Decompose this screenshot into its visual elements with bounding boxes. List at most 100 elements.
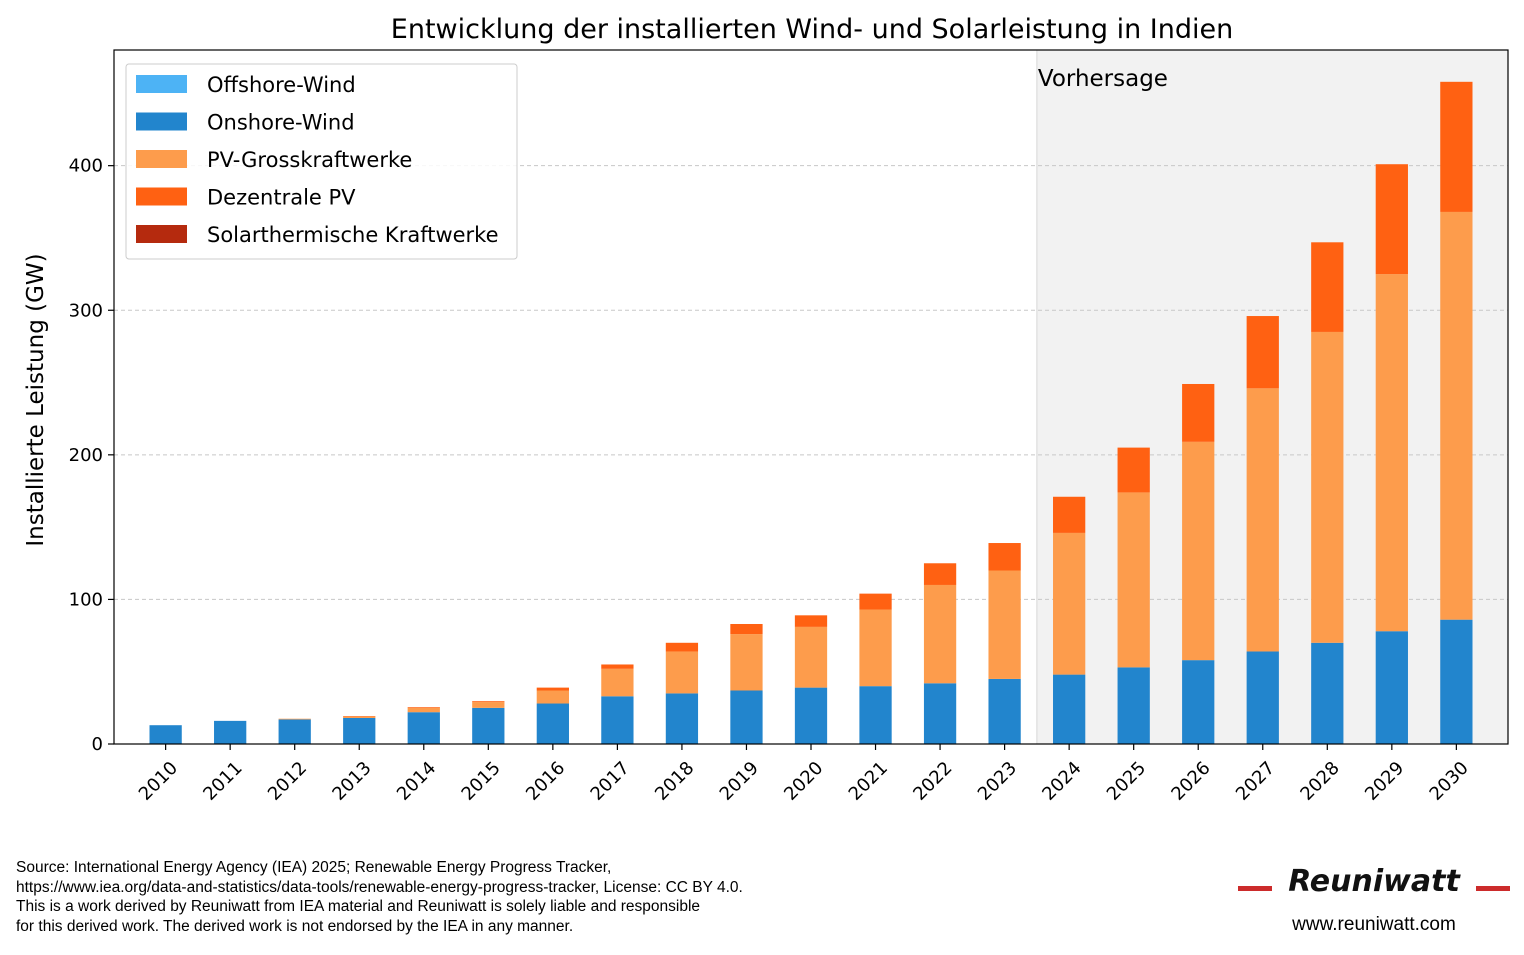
brand-name: Reuniwatt: [1288, 864, 1460, 899]
legend-label: PV-Grosskraftwerke: [207, 148, 412, 172]
bar-segment: [1182, 441, 1215, 661]
bar-segment: [343, 717, 376, 744]
x-tick-label: 2020: [780, 758, 827, 805]
bar-segment: [923, 584, 957, 684]
bar-segment: [343, 716, 376, 718]
legend-swatch: [136, 75, 187, 93]
y-tick-label: 400: [69, 156, 103, 177]
legend-label: Onshore-Wind: [207, 111, 355, 135]
y-axis-label: Installierte Leistung (GW): [23, 253, 49, 546]
y-axis: 0 100 200 300 400: [69, 156, 114, 755]
x-tick-label: 2021: [845, 758, 892, 805]
brand-line-left: [1238, 886, 1272, 891]
source-note: Source: International Energy Agency (IEA…: [16, 858, 1016, 936]
bar-segment: [536, 690, 569, 704]
bar-segment: [472, 701, 505, 703]
x-tick-label: 2023: [974, 758, 1021, 805]
bar-segment: [1440, 619, 1473, 744]
bar-segment: [407, 707, 440, 713]
y-tick-label: 300: [69, 300, 103, 321]
bar-segment: [536, 687, 569, 691]
legend-swatch: [136, 150, 187, 168]
bar-segment: [1053, 496, 1086, 533]
bar-segment: [601, 664, 634, 669]
bar-segment: [859, 609, 892, 687]
x-tick-label: 2028: [1296, 758, 1343, 805]
x-tick-label: 2017: [587, 758, 634, 805]
bar-segment: [1053, 674, 1086, 744]
bar-segment: [214, 720, 247, 744]
legend: Offshore-Wind Onshore-Wind PV-Grosskraftwe…: [125, 63, 518, 260]
y-tick-label: 200: [69, 445, 103, 466]
x-tick-label: 2027: [1232, 758, 1279, 805]
y-tick-label: 100: [69, 589, 103, 610]
bar-segment: [1182, 383, 1215, 442]
brand-logo: Reuniwatt www.reuniwatt.com: [1238, 862, 1510, 942]
bar-segment: [923, 683, 957, 744]
x-tick-label: 2029: [1361, 758, 1408, 805]
bar-segment: [665, 651, 699, 694]
x-tick-label: 2010: [135, 758, 182, 805]
bar-segment: [859, 593, 892, 610]
y-tick-label: 0: [92, 734, 103, 755]
x-tick-label: 2011: [199, 758, 246, 805]
bar-segment: [1117, 492, 1150, 668]
legend-label: Offshore-Wind: [207, 73, 356, 97]
bar-segment: [1440, 81, 1473, 212]
bar-segment: [988, 570, 1021, 679]
bar-segment: [1311, 331, 1344, 643]
bar-segment: [794, 687, 828, 744]
x-tick-label: 2022: [909, 758, 956, 805]
bar-segment: [1246, 651, 1279, 744]
legend-swatch: [136, 225, 187, 243]
x-tick-label: 2019: [716, 758, 763, 805]
bar-segment: [730, 690, 763, 744]
bars: [149, 81, 1473, 744]
bar-segment: [794, 626, 828, 688]
x-tick-label: 2018: [651, 758, 698, 805]
bar-segment: [407, 712, 440, 744]
x-tick-label: 2015: [458, 758, 505, 805]
bar-segment: [601, 668, 634, 697]
x-tick-label: 2013: [328, 758, 375, 805]
forecast-label: Vorhersage: [1038, 66, 1168, 92]
bar-segment: [859, 686, 892, 744]
bar-segment: [1182, 660, 1215, 744]
bar-segment: [536, 703, 569, 744]
source-line: https://www.iea.org/data-and-statistics/…: [16, 878, 743, 896]
bar-segment: [665, 693, 699, 744]
source-line: This is a work derived by Reuniwatt from…: [16, 898, 701, 915]
x-axis: 2010 2011 2012 2013 2014 2015 2016 2017 2018 2019…: [135, 744, 1473, 805]
bar-segment: [988, 543, 1021, 571]
brand-line-right: [1476, 886, 1510, 891]
bar-segment: [1246, 388, 1279, 652]
bar-segment: [1375, 164, 1408, 275]
legend-swatch: [136, 187, 187, 206]
bar-segment: [1117, 447, 1150, 493]
bar-segment: [1117, 667, 1150, 744]
legend-box: [125, 63, 518, 260]
brand-url: www.reuniwatt.com: [1292, 914, 1456, 935]
bar-segment: [1311, 242, 1344, 332]
x-tick-label: 2014: [393, 758, 440, 805]
x-tick-label: 2026: [1167, 758, 1214, 805]
bar-segment: [472, 707, 505, 744]
bar-segment: [988, 678, 1021, 744]
bar-segment: [730, 634, 763, 691]
legend-label: Dezentrale PV: [207, 186, 356, 210]
bar-segment: [278, 718, 311, 720]
bar-segment: [1053, 532, 1086, 675]
bar-segment: [923, 563, 957, 585]
bar-segment: [1375, 274, 1408, 632]
chart-title: Entwicklung der installierten Wind- und …: [391, 14, 1233, 45]
legend-label: Solarthermische Kraftwerke: [207, 223, 499, 247]
bar-segment: [1246, 316, 1279, 389]
x-tick-label: 2025: [1103, 758, 1150, 805]
legend-swatch: [136, 112, 187, 131]
x-tick-label: 2030: [1426, 758, 1473, 805]
bar-segment: [149, 725, 182, 744]
bar-segment: [1440, 211, 1473, 620]
bar-segment: [794, 615, 828, 627]
bar-segment: [601, 696, 634, 744]
